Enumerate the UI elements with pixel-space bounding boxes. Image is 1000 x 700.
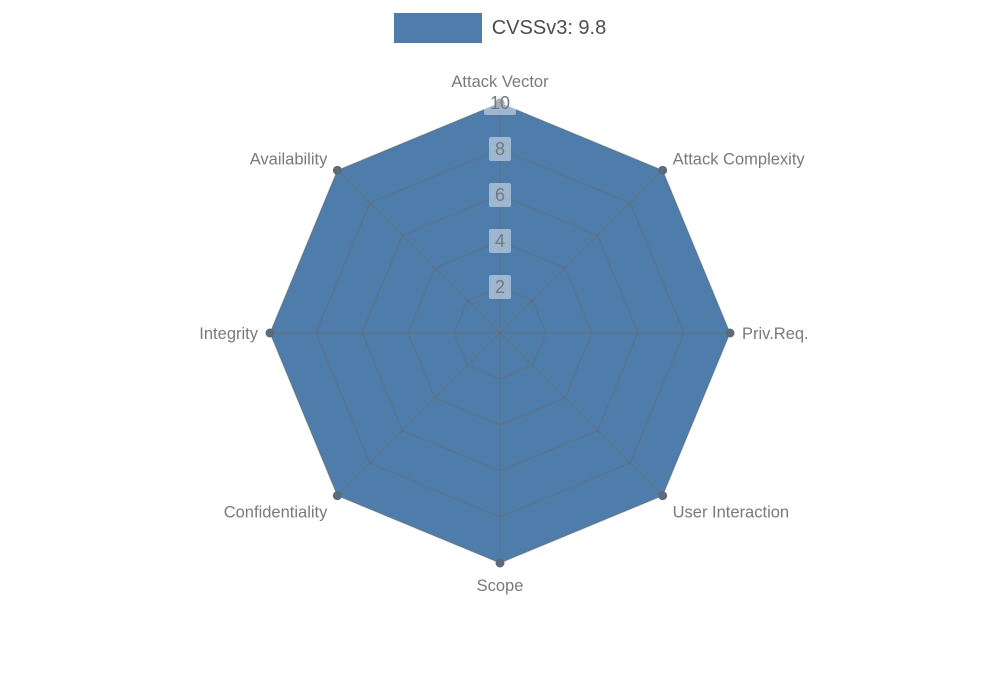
radial-tick-label: 10 <box>490 93 510 113</box>
vertex-dot <box>725 328 735 338</box>
legend[interactable]: CVSSv3: 9.8 <box>0 13 1000 43</box>
axis-label-availability: Availability <box>250 150 328 168</box>
vertex-dot <box>332 165 342 175</box>
radial-tick-box <box>489 183 511 207</box>
radial-tick-box <box>489 229 511 253</box>
radial-tick-label: 4 <box>495 231 505 251</box>
vertex-dot <box>495 98 505 108</box>
axis-spoke <box>337 332 501 496</box>
radial-tick-box <box>484 91 516 115</box>
radial-tick-label: 6 <box>495 185 505 205</box>
vertex-dot <box>495 558 505 568</box>
vertex-dot <box>332 491 342 501</box>
axis-spoke <box>499 332 663 496</box>
axis-label-attack-vector: Attack Vector <box>451 73 549 91</box>
radial-tick-box <box>489 137 511 161</box>
axis-label-confidentiality: Confidentiality <box>224 504 328 522</box>
radial-tick-box <box>489 275 511 299</box>
axis-spoke <box>337 170 501 334</box>
axis-label-priv-req-: Priv.Req. <box>742 325 809 343</box>
axis-label-attack-complexity: Attack Complexity <box>673 150 806 168</box>
radial-tick-label: 8 <box>495 139 505 159</box>
axis-label-scope: Scope <box>477 577 524 595</box>
vertex-dot <box>658 165 668 175</box>
axis-label-integrity: Integrity <box>199 325 258 343</box>
radial-tick-label: 2 <box>495 277 505 297</box>
axis-spoke <box>499 170 663 334</box>
legend-label: CVSSv3: 9.8 <box>491 16 607 39</box>
vertex-dot <box>265 328 275 338</box>
axis-label-user-interaction: User Interaction <box>673 504 789 522</box>
legend-swatch <box>393 13 482 43</box>
vertex-dot <box>658 491 668 501</box>
